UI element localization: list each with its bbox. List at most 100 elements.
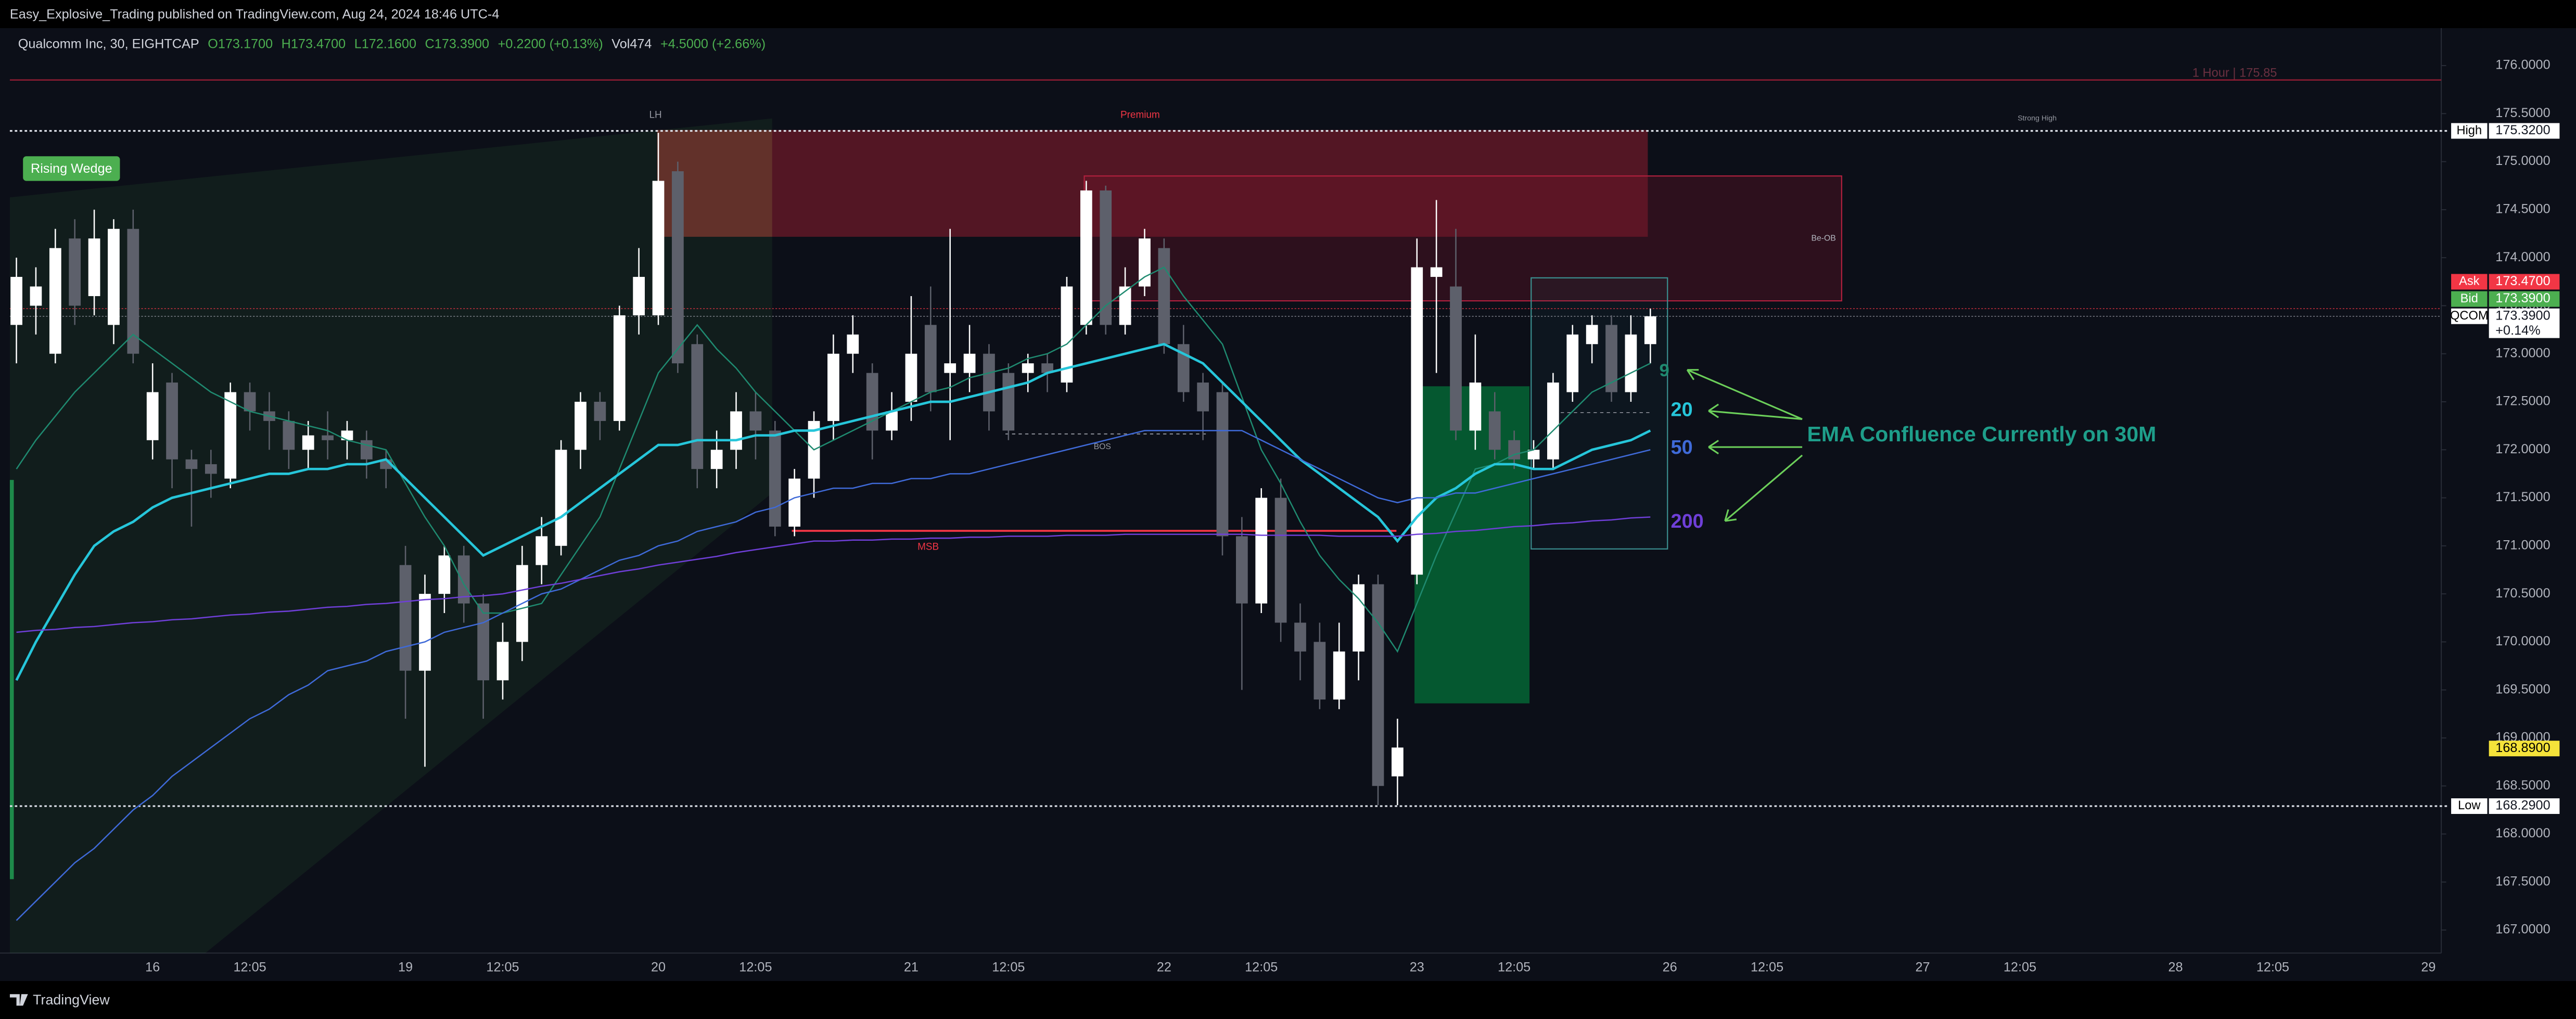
candle-body: [788, 478, 801, 527]
hour-level-label: 1 Hour | 175.85: [2192, 66, 2277, 80]
candle-body: [1625, 334, 1637, 392]
candle-body: [575, 401, 586, 450]
candle-body: [1255, 498, 1268, 604]
candle-body: [866, 373, 878, 431]
ema-label: 20: [1671, 399, 1693, 421]
candle-body: [1139, 238, 1151, 287]
ema-label: 200: [1671, 511, 1704, 532]
candle-body: [146, 392, 159, 440]
price-tag-value: 168.2900: [2495, 798, 2550, 813]
candle-body: [1022, 363, 1034, 373]
axes: 167.0000167.5000168.0000168.5000169.0000…: [145, 58, 2550, 975]
candle-body: [1411, 267, 1423, 575]
ema-label: 50: [1671, 437, 1693, 458]
x-tick-label: 12:05: [992, 960, 1025, 974]
candle-body: [1372, 584, 1384, 786]
price-tag-change: +0.14%: [2495, 323, 2540, 338]
candle-body: [361, 440, 373, 460]
candle-body: [905, 353, 917, 402]
x-tick-label: 23: [1410, 960, 1424, 974]
price-tag-name-box: [2451, 798, 2488, 814]
arrow: [1724, 454, 1803, 522]
candle-body: [1100, 190, 1112, 325]
legend-volume-change: +4.5000 (+2.66%): [660, 36, 766, 51]
x-tick-label: 26: [1663, 960, 1677, 974]
candle-body: [88, 238, 100, 296]
candle-body: [613, 315, 626, 421]
candle-body: [166, 383, 178, 460]
candle-body: [1197, 383, 1209, 412]
price-tag-name: Ask: [2459, 275, 2480, 288]
x-tick-label: 28: [2168, 960, 2183, 974]
y-tick-label: 172.5000: [2495, 394, 2550, 409]
price-tag: [2489, 308, 2560, 338]
y-tick-label: 168.0000: [2495, 826, 2550, 840]
price-tags: 175.3200 High 173.4700 Ask 173.3900 Bid 173.39…: [2450, 123, 2560, 814]
price-tag: [2489, 291, 2560, 307]
candle-body: [730, 411, 742, 450]
candle-body: [1294, 622, 1306, 652]
candle-body: [496, 642, 509, 681]
brand-name: TradingView: [33, 992, 110, 1008]
ema-lines: 920 50 200: [15, 266, 1704, 921]
candle-body: [924, 325, 937, 392]
legend-change: +0.2200 (+0.13%): [498, 36, 603, 51]
candle-body: [827, 353, 839, 421]
price-tag-value: 168.8900: [2495, 741, 2550, 755]
candle-body: [1547, 383, 1559, 460]
pattern-badge: [23, 156, 120, 181]
candle-body: [672, 171, 684, 364]
y-tick-label: 176.0000: [2495, 58, 2550, 72]
candle-body: [1392, 747, 1404, 776]
bos-label: BOS: [1094, 442, 1111, 451]
x-tick-label: 20: [651, 960, 666, 974]
candle-body: [341, 430, 353, 440]
ema-line: [16, 266, 1651, 653]
legend-high: H173.4700: [282, 36, 346, 51]
candle-body: [127, 228, 139, 354]
x-tick-label: 12:05: [1498, 960, 1531, 974]
candle-body: [710, 450, 723, 469]
candle-body: [438, 555, 451, 594]
candle-body: [49, 248, 61, 354]
candle-body: [1353, 584, 1364, 652]
candle-body: [1041, 363, 1053, 373]
x-tick-label: 12:05: [1751, 960, 1783, 974]
x-tick-label: 12:05: [2004, 960, 2036, 974]
premium-label: Premium: [1120, 109, 1160, 120]
y-tick-label: 174.0000: [2495, 250, 2550, 264]
candle-body: [1235, 536, 1248, 604]
arrow: [1708, 440, 1803, 454]
x-tick-label: 12:05: [1245, 960, 1278, 974]
annotations: LH Premium Strong High Be-OB BOS MSB Ris…: [23, 109, 2157, 553]
x-tick-label: 19: [398, 960, 413, 974]
candle-body: [457, 555, 470, 604]
candle-body: [10, 277, 22, 325]
candle-body: [1488, 411, 1501, 450]
y-tick-label: 170.0000: [2495, 634, 2550, 648]
candle-body: [477, 603, 489, 681]
candle-body: [1430, 267, 1443, 277]
candle-body: [1080, 190, 1092, 325]
msb-label: MSB: [917, 542, 939, 553]
arrow: [1686, 369, 1803, 420]
candle-body: [1002, 373, 1015, 431]
price-tag-name: High: [2456, 124, 2482, 137]
y-tick-label: 173.0000: [2495, 346, 2550, 360]
strong-high-label: Strong High: [2018, 114, 2057, 122]
drawings: [9, 118, 1842, 953]
candle-body: [69, 238, 81, 306]
candle-body: [847, 334, 859, 354]
x-tick-label: 29: [2421, 960, 2435, 974]
candle-body: [302, 435, 314, 450]
ema-note: EMA Confluence Currently on 30M: [1807, 422, 2157, 446]
y-tick-label: 170.5000: [2495, 586, 2550, 601]
arrows: [1686, 369, 1803, 522]
x-tick-label: 12:05: [234, 960, 266, 974]
price-tag: [2489, 798, 2560, 814]
premium-zone: [657, 130, 1648, 237]
x-tick-label: 27: [1916, 960, 1930, 974]
candle-body: [1586, 325, 1598, 345]
y-tick-label: 169.5000: [2495, 682, 2550, 696]
